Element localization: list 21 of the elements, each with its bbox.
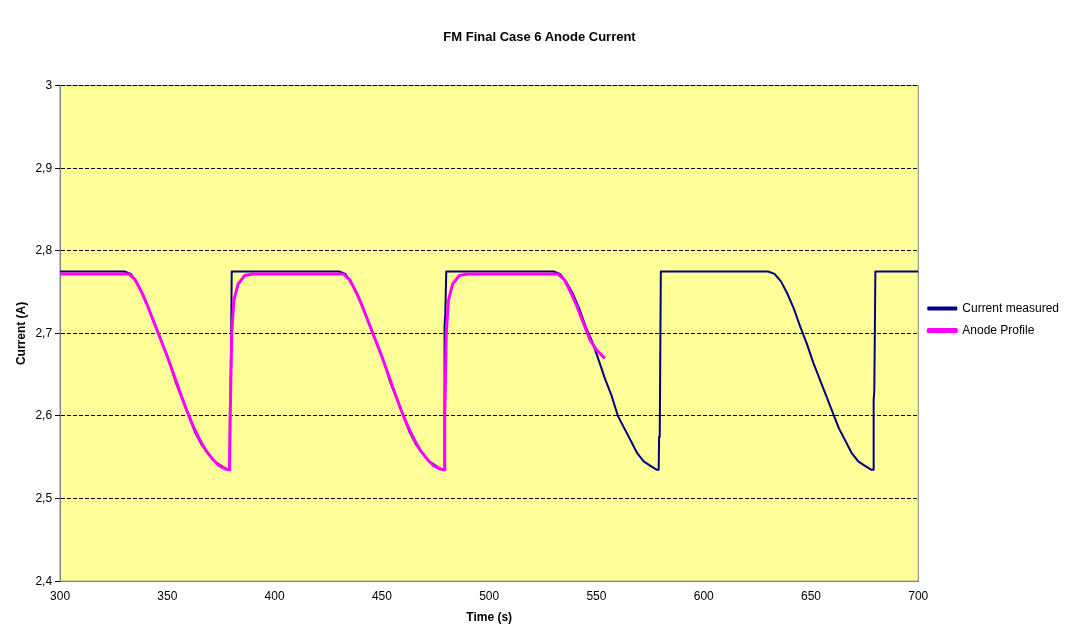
x-tick-label: 550 bbox=[586, 588, 607, 603]
y-tick-label: 2,6 bbox=[35, 408, 53, 423]
x-tick-label: 600 bbox=[693, 588, 715, 603]
x-tick-label: 350 bbox=[157, 588, 178, 603]
legend-label: Anode Profile bbox=[962, 322, 1035, 337]
y-tick-label: 2,4 bbox=[35, 573, 53, 588]
y-axis-title: Current (A) bbox=[13, 301, 28, 366]
y-tick-label: 2,8 bbox=[35, 243, 53, 258]
y-tick-label: 2,5 bbox=[35, 490, 53, 505]
chart-title: FM Final Case 6 Anode Current bbox=[443, 29, 637, 45]
x-tick-label: 500 bbox=[479, 588, 500, 603]
x-axis-title: Time (s) bbox=[466, 610, 513, 625]
y-tick-label: 2,7 bbox=[35, 325, 53, 340]
y-tick-label: 2,9 bbox=[35, 160, 53, 175]
y-tick-label: 3 bbox=[45, 77, 53, 92]
x-tick-label: 300 bbox=[50, 588, 71, 603]
legend-label: Current measured bbox=[962, 300, 1060, 315]
x-tick-label: 450 bbox=[371, 588, 393, 603]
x-tick-label: 700 bbox=[908, 588, 929, 603]
x-tick-label: 400 bbox=[264, 588, 285, 603]
x-tick-label: 650 bbox=[801, 588, 822, 603]
